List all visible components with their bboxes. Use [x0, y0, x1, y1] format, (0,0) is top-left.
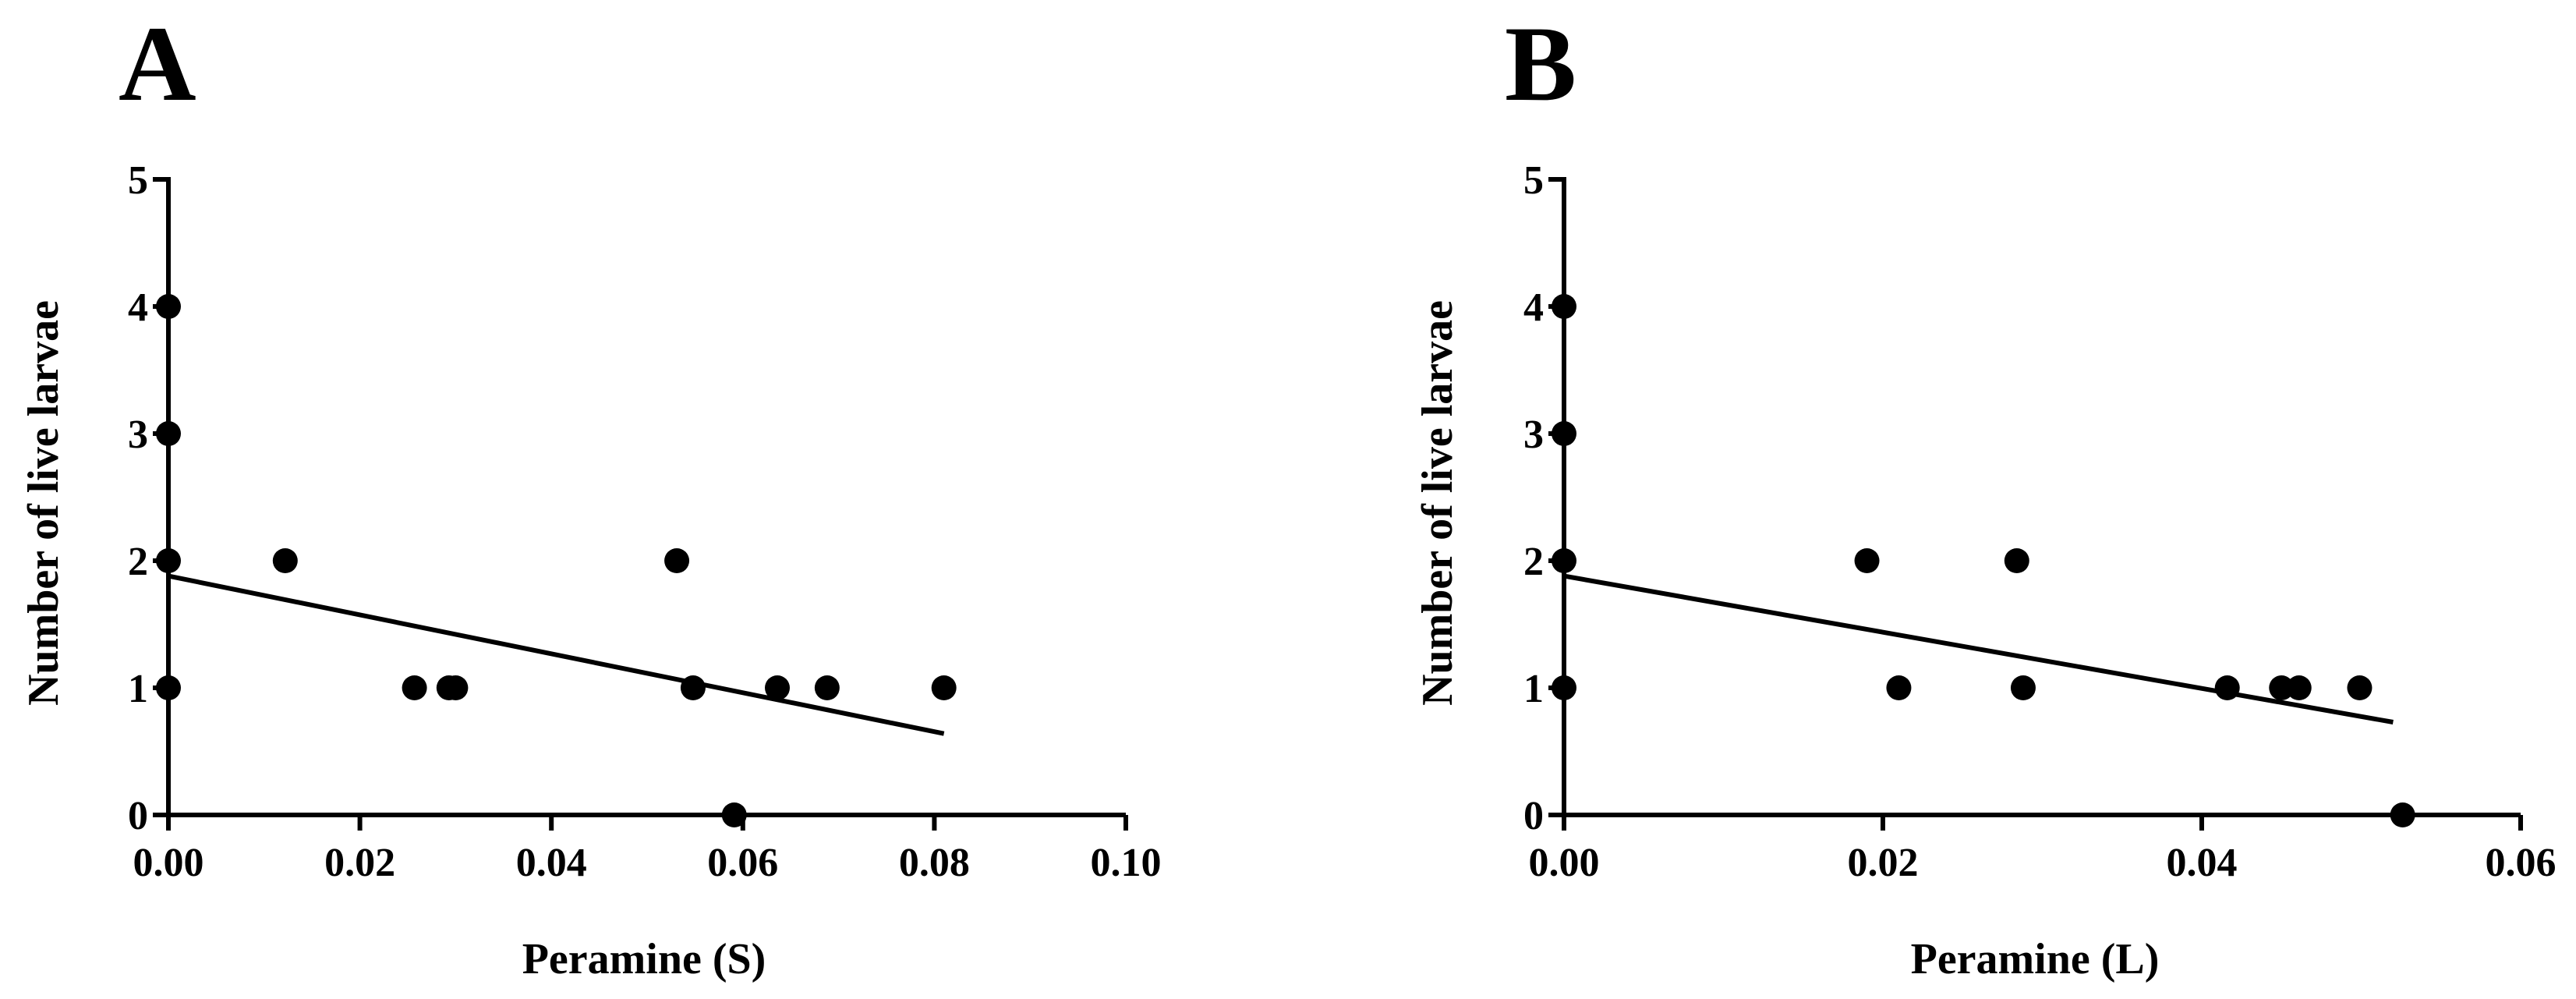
data-point	[2010, 675, 2036, 700]
y-tick-label: 3	[1523, 413, 1544, 457]
y-tick-label: 2	[128, 540, 148, 584]
y-tick-label: 3	[128, 413, 148, 457]
x-tick-label: 0.02	[324, 841, 395, 885]
regression-line	[1563, 573, 2394, 724]
data-point	[402, 675, 427, 700]
data-point	[765, 675, 791, 700]
x-tick-label: 0.08	[899, 841, 970, 885]
y-axis-title: Number of live larvae	[19, 300, 68, 706]
data-point	[156, 294, 181, 319]
data-point	[443, 675, 469, 700]
data-point	[2286, 675, 2312, 700]
y-tick-label: 5	[128, 158, 148, 203]
data-point	[664, 548, 690, 573]
panel-letter: A	[119, 4, 196, 123]
y-tick-label: 1	[1523, 667, 1544, 711]
x-tick-label: 0.06	[2486, 841, 2557, 885]
data-point	[2390, 802, 2415, 827]
data-point	[1552, 421, 1576, 446]
x-tick-label: 0.04	[2167, 841, 2238, 885]
data-point	[814, 675, 840, 700]
regression-line	[168, 573, 945, 736]
data-point	[1886, 675, 1912, 700]
data-point	[2347, 675, 2373, 700]
data-point	[721, 802, 747, 827]
data-point	[2004, 548, 2029, 573]
x-tick-label: 0.00	[133, 841, 204, 885]
panel-b: B Number of live larvae Peramine (L) 0 1 2…	[1414, 4, 2557, 983]
y-tick-label: 2	[1523, 540, 1544, 584]
x-tick-label: 0.00	[1529, 841, 1600, 885]
data-point	[156, 421, 181, 446]
data-point	[156, 548, 181, 573]
x-tick-label: 0.02	[1848, 841, 1919, 885]
y-axis-title: Number of live larvae	[1414, 300, 1462, 706]
x-tick-label: 0.10	[1091, 841, 1162, 885]
panel-letter: B	[1505, 4, 1576, 123]
data-point	[1552, 548, 1576, 573]
data-point	[272, 548, 298, 573]
data-point	[1552, 294, 1576, 319]
x-tick-label: 0.06	[707, 841, 778, 885]
y-tick-label: 4	[1523, 285, 1544, 330]
data-point	[2269, 675, 2295, 700]
x-tick-label: 0.04	[516, 841, 587, 885]
x-axis-title: Peramine (L)	[1911, 935, 2160, 983]
data-point	[2214, 675, 2240, 700]
data-point	[680, 675, 706, 700]
data-point	[1552, 675, 1576, 700]
y-tick-label: 0	[1523, 794, 1544, 838]
y-tick-label: 1	[128, 667, 148, 711]
data-point	[931, 675, 957, 700]
data-point	[156, 675, 181, 700]
y-tick-label: 5	[1523, 158, 1544, 203]
y-tick-label: 0	[128, 794, 148, 838]
data-point	[1854, 548, 1880, 573]
panel-a: A Number of live larvae Peramine (S) 0 1 2…	[19, 4, 1162, 983]
x-axis-title: Peramine (S)	[522, 935, 766, 983]
y-tick-label: 4	[128, 285, 148, 330]
